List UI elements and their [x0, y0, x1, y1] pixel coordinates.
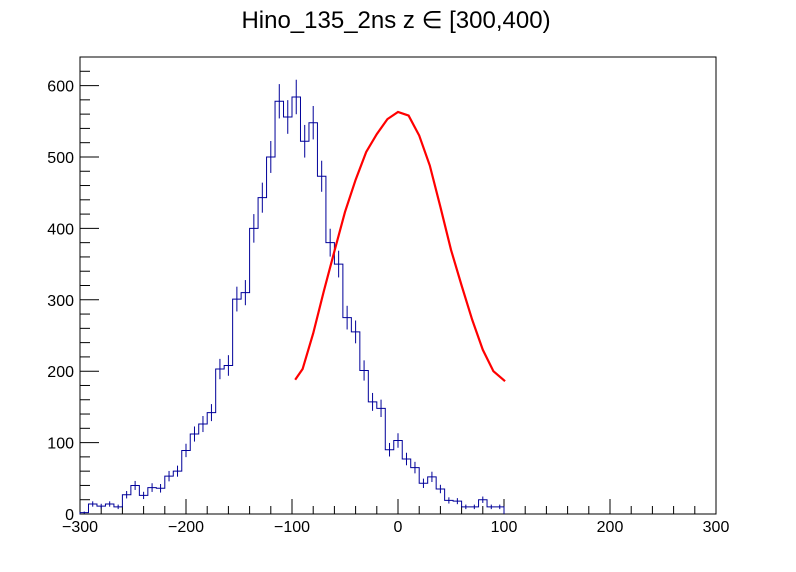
- y-tick-label: 400: [47, 221, 74, 238]
- histogram-series: [79, 79, 505, 514]
- x-tick-label: 200: [597, 519, 624, 536]
- x-tick-label: −200: [168, 519, 204, 536]
- y-tick-label: 300: [47, 293, 74, 310]
- y-tick-label: 0: [65, 507, 74, 524]
- fit-curve-series: [294, 110, 506, 383]
- y-tick-label: 500: [47, 150, 74, 167]
- x-tick-label: 100: [491, 519, 518, 536]
- chart-title: Hino_135_2ns z ∈ [300,400): [241, 7, 550, 34]
- axis-ticks: [79, 56, 717, 515]
- x-tick-label: 0: [394, 519, 403, 536]
- y-tick-label: 100: [47, 436, 74, 453]
- y-tick-label: 200: [47, 364, 74, 381]
- x-tick-label: −100: [274, 519, 310, 536]
- fit-curve: [294, 110, 506, 383]
- axis-tick-labels: −300 −200 −100 0 100 200 300 0 100 200 300 400 500 60…: [47, 79, 729, 536]
- y-tick-label: 600: [47, 79, 74, 96]
- x-tick-label: 300: [703, 519, 730, 536]
- x-tick-label: −300: [62, 519, 98, 536]
